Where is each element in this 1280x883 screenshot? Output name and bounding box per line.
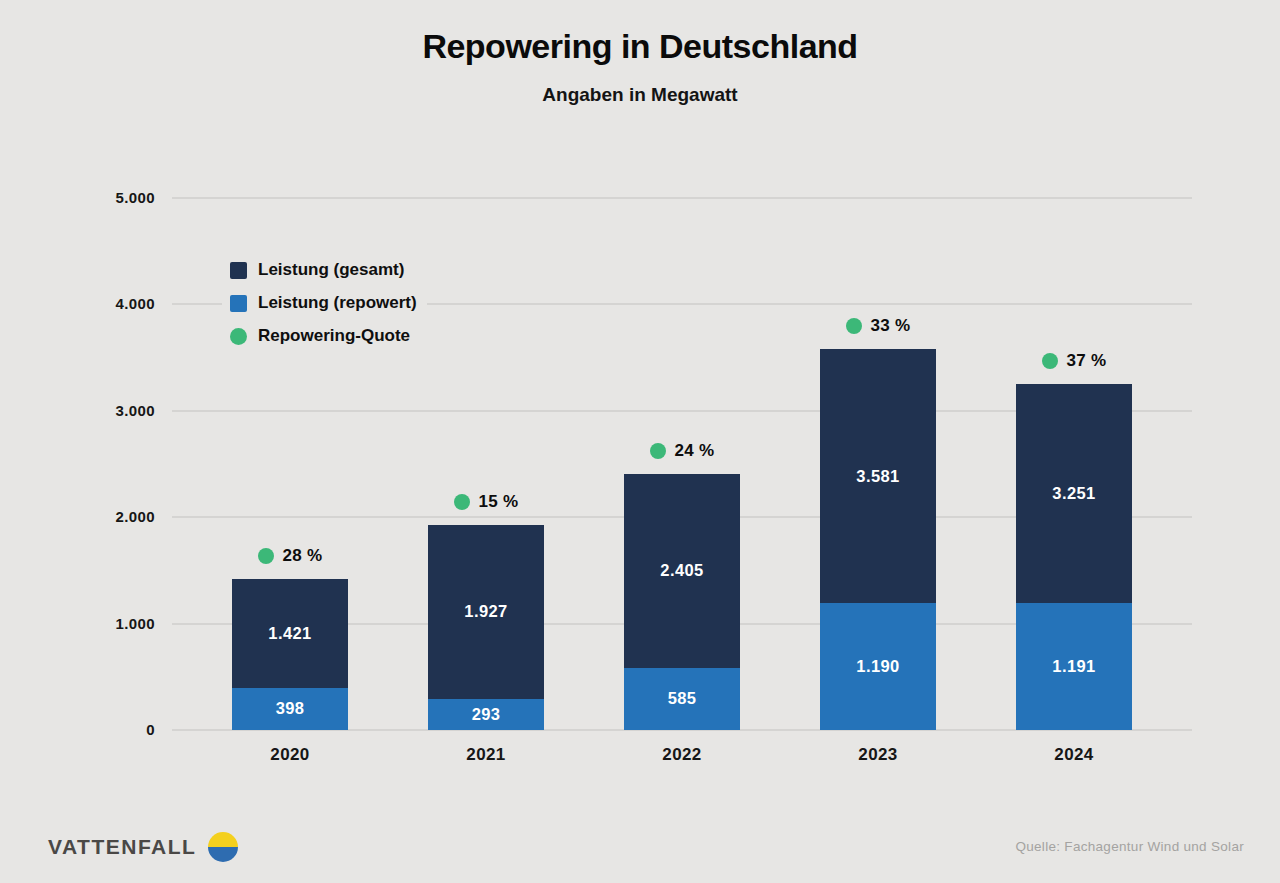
quote-marker: 28 %: [200, 546, 380, 566]
bar-value-label: 1.927: [464, 602, 507, 621]
x-axis-tick-label: 2022: [592, 745, 772, 765]
y-axis-tick-label: 1.000: [75, 615, 155, 632]
page-subtitle: Angaben in Megawatt: [0, 84, 1280, 106]
x-axis-tick-label: 2021: [396, 745, 576, 765]
y-axis-tick-label: 5.000: [75, 189, 155, 206]
bar-segment-repowert: 293: [428, 699, 544, 730]
bar-value-label: 1.421: [268, 624, 311, 643]
quote-dot-icon: [1042, 353, 1058, 369]
bar-value-label: 1.190: [856, 657, 899, 676]
bar-segment-repowert: 398: [232, 688, 348, 730]
bar-segment-gesamt: 2.405: [624, 474, 740, 668]
quote-value-label: 24 %: [675, 441, 715, 461]
x-axis-tick-label: 2020: [200, 745, 380, 765]
y-axis-tick-label: 3.000: [75, 402, 155, 419]
legend-item-quote: Repowering-Quote: [230, 326, 417, 346]
y-axis-tick-label: 0: [75, 721, 155, 738]
source-note: Quelle: Fachagentur Wind und Solar: [1015, 839, 1244, 854]
quote-marker: 15 %: [396, 492, 576, 512]
repowert-swatch-icon: [230, 295, 247, 312]
bar-segment-gesamt: 1.927: [428, 525, 544, 699]
bar-segment-gesamt: 1.421: [232, 579, 348, 688]
quote-dot-icon: [650, 443, 666, 459]
bar-value-label: 3.251: [1052, 484, 1095, 503]
quote-value-label: 33 %: [871, 316, 911, 336]
page-title: Repowering in Deutschland: [0, 27, 1280, 66]
quote-value-label: 28 %: [283, 546, 323, 566]
vattenfall-logo-icon: [208, 832, 238, 862]
legend-item-repowert: Leistung (repowert): [230, 293, 417, 313]
legend-label: Repowering-Quote: [258, 326, 410, 346]
x-axis-tick-label: 2023: [788, 745, 968, 765]
quote-dot-icon: [454, 494, 470, 510]
quote-dot-icon: [258, 548, 274, 564]
x-axis-tick-label: 2024: [984, 745, 1164, 765]
quote-value-label: 37 %: [1067, 351, 1107, 371]
bar-segment-repowert: 585: [624, 668, 740, 730]
quote-value-label: 15 %: [479, 492, 519, 512]
quote-marker: 33 %: [788, 316, 968, 336]
quote-dot-icon: [230, 328, 247, 345]
bar-value-label: 398: [276, 699, 305, 718]
legend: Leistung (gesamt) Leistung (repowert) Re…: [222, 256, 427, 352]
bar-value-label: 2.405: [660, 561, 703, 580]
legend-item-gesamt: Leistung (gesamt): [230, 260, 417, 280]
bar-segment-repowert: 1.190: [820, 603, 936, 730]
legend-label: Leistung (repowert): [258, 293, 417, 313]
y-axis-tick-label: 2.000: [75, 508, 155, 525]
quote-marker: 37 %: [984, 351, 1164, 371]
legend-label: Leistung (gesamt): [258, 260, 404, 280]
bar-value-label: 3.581: [856, 467, 899, 486]
quote-marker: 24 %: [592, 441, 772, 461]
bar-value-label: 1.191: [1052, 657, 1095, 676]
bar-segment-gesamt: 3.581: [820, 349, 936, 603]
bar-segment-gesamt: 3.251: [1016, 384, 1132, 603]
infographic-canvas: Repowering in Deutschland Angaben in Meg…: [0, 0, 1280, 883]
bar-value-label: 585: [668, 689, 697, 708]
vattenfall-logo-text: VATTENFALL: [48, 835, 196, 859]
gesamt-swatch-icon: [230, 262, 247, 279]
bar-value-label: 293: [472, 705, 501, 724]
bar-segment-repowert: 1.191: [1016, 603, 1132, 730]
vattenfall-logo: VATTENFALL: [48, 832, 238, 862]
gridline: [172, 197, 1192, 199]
y-axis-tick-label: 4.000: [75, 295, 155, 312]
quote-dot-icon: [846, 318, 862, 334]
